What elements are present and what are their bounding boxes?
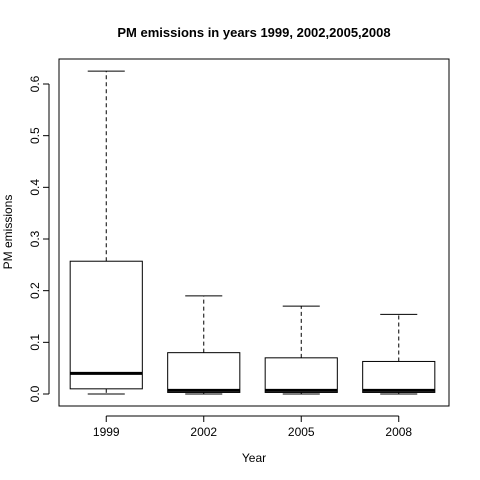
y-axis-label: PM emissions [1, 195, 15, 270]
x-tick-label: 2008 [385, 425, 412, 439]
box [168, 353, 240, 393]
box [70, 261, 142, 389]
x-axis-label: Year [242, 451, 266, 465]
x-tick-label: 1999 [93, 425, 120, 439]
y-tick-label: 0.5 [28, 127, 42, 144]
box [363, 361, 435, 392]
y-tick-label: 0.3 [28, 230, 42, 247]
y-tick-label: 0.0 [28, 385, 42, 402]
y-tick-label: 0.4 [28, 179, 42, 196]
y-tick-label: 0.2 [28, 282, 42, 299]
x-tick-label: 2002 [190, 425, 217, 439]
y-tick-label: 0.1 [28, 334, 42, 351]
chart-title: PM emissions in years 1999, 2002,2005,20… [117, 25, 390, 40]
box [265, 358, 337, 393]
y-tick-label: 0.6 [28, 75, 42, 92]
x-tick-label: 2005 [288, 425, 315, 439]
